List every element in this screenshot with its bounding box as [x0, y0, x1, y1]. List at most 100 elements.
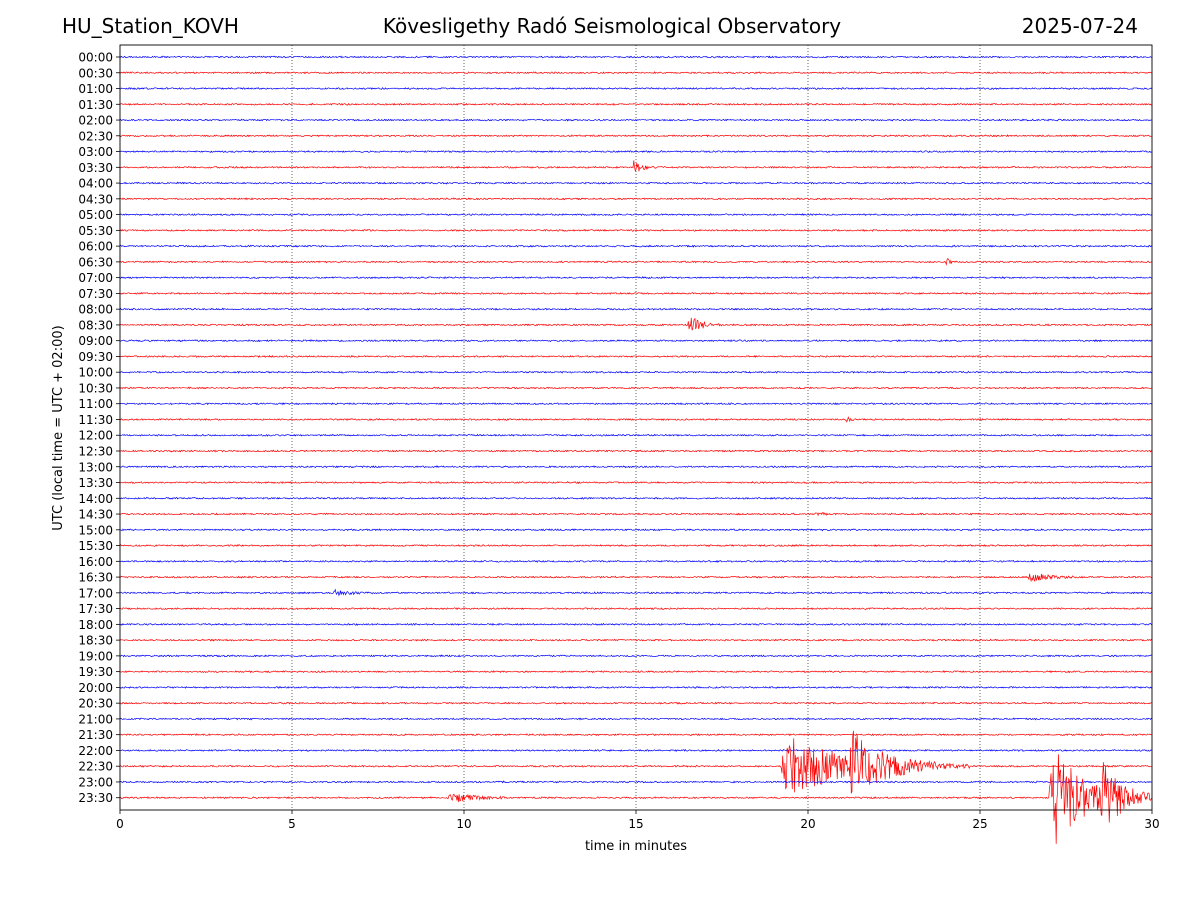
- y-tick-label: 21:30: [78, 728, 113, 742]
- y-tick-label: 01:30: [78, 98, 113, 112]
- trace-layer: [119, 55, 1153, 844]
- trace-0130: [119, 102, 1153, 106]
- y-tick-label: 23:30: [78, 791, 113, 805]
- y-tick-label: 19:30: [78, 665, 113, 679]
- y-tick-label: 09:00: [78, 334, 113, 348]
- y-tick-label: 15:00: [78, 523, 113, 537]
- y-tick-label: 03:00: [78, 145, 113, 159]
- y-tick-label: 01:00: [78, 82, 113, 96]
- trace-1500: [119, 528, 1153, 532]
- trace-2200: [119, 748, 1153, 752]
- x-tick-label: 5: [288, 817, 296, 831]
- y-tick-label: 14:30: [78, 508, 113, 522]
- trace-1600: [120, 559, 1153, 563]
- trace-1300: [119, 465, 1153, 469]
- y-tick-label: 17:00: [78, 586, 113, 600]
- x-tick-label: 10: [456, 817, 471, 831]
- y-tick-label: 18:30: [78, 634, 113, 648]
- trace-0900: [119, 339, 1153, 343]
- trace-1830: [119, 638, 1153, 642]
- x-tick-label: 15: [628, 817, 643, 831]
- trace-0330: [119, 160, 1153, 172]
- trace-1200: [119, 433, 1153, 437]
- y-tick-label: 19:00: [78, 649, 113, 663]
- y-tick-label: 18:00: [78, 618, 113, 632]
- y-tick-label: 10:00: [78, 366, 113, 380]
- y-tick-label: 20:00: [78, 681, 113, 695]
- trace-0700: [119, 276, 1153, 280]
- trace-2100: [119, 717, 1153, 721]
- trace-0100: [119, 87, 1153, 91]
- station-title: HU_Station_KOVH: [62, 14, 239, 38]
- y-tick-label: 23:00: [78, 775, 113, 789]
- y-tick-label: 22:00: [78, 744, 113, 758]
- x-tick-label: 25: [972, 817, 987, 831]
- y-tick-label: 05:30: [78, 224, 113, 238]
- y-tick-label: 14:00: [78, 492, 113, 506]
- y-tick-label: 21:00: [78, 712, 113, 726]
- trace-0500: [119, 213, 1153, 217]
- trace-1530: [119, 543, 1153, 548]
- trace-1230: [119, 449, 1153, 453]
- y-tick-label: 17:30: [78, 602, 113, 616]
- y-tick-label: 09:30: [78, 350, 113, 364]
- trace-0200: [119, 118, 1153, 122]
- y-tick-label: 03:30: [78, 161, 113, 175]
- y-tick-label: 04:00: [78, 177, 113, 191]
- y-tick-label: 10:30: [78, 381, 113, 395]
- trace-0430: [119, 197, 1153, 201]
- trace-1030: [119, 386, 1153, 390]
- y-tick-label: 05:00: [78, 208, 113, 222]
- trace-1130: [119, 416, 1153, 423]
- y-tick-label: 00:30: [78, 66, 113, 80]
- trace-1100: [119, 402, 1153, 406]
- trace-0530: [119, 228, 1153, 232]
- y-tick-label: 02:30: [78, 129, 113, 143]
- trace-1800: [119, 622, 1153, 626]
- y-tick-label: 22:30: [78, 760, 113, 774]
- trace-0830: [119, 317, 1153, 331]
- y-tick-label: 16:00: [78, 555, 113, 569]
- y-tick-label: 16:30: [78, 571, 113, 585]
- trace-0000: [119, 55, 1153, 59]
- trace-1400: [119, 496, 1153, 500]
- y-tick-label: 13:00: [78, 460, 113, 474]
- trace-2030: [119, 701, 1153, 705]
- y-tick-label: 15:30: [78, 539, 113, 553]
- trace-0630: [119, 257, 1153, 266]
- y-tick-label: 06:30: [78, 255, 113, 269]
- x-tick-label: 20: [800, 817, 815, 831]
- trace-0300: [119, 150, 1153, 154]
- grid-layer: [291, 45, 981, 810]
- trace-1000: [119, 370, 1153, 374]
- trace-0600: [119, 244, 1153, 248]
- trace-0800: [119, 307, 1153, 311]
- y-tick-label: 12:00: [78, 429, 113, 443]
- trace-0730: [119, 291, 1153, 295]
- y-tick-label: 02:00: [78, 114, 113, 128]
- trace-2300: [119, 780, 1153, 784]
- y-tick-label: 07:30: [78, 287, 113, 301]
- y-tick-label: 08:00: [78, 303, 113, 317]
- y-tick-label: 07:00: [78, 271, 113, 285]
- trace-2330: [119, 754, 1153, 844]
- trace-2130: [120, 733, 1153, 737]
- trace-0030: [119, 71, 1153, 75]
- x-tick-label: 30: [1144, 817, 1159, 831]
- trace-1330: [119, 480, 1153, 485]
- trace-1930: [119, 670, 1153, 674]
- y-tick-label: 11:00: [78, 397, 113, 411]
- x-axis-label: time in minutes: [585, 839, 687, 854]
- trace-0930: [119, 354, 1153, 359]
- trace-1630: [119, 573, 1153, 583]
- trace-2000: [119, 685, 1153, 689]
- y-axis-label: UTC (local time = UTC + 02:00): [51, 325, 66, 530]
- x-tick-label: 0: [116, 817, 124, 831]
- trace-1730: [119, 607, 1153, 611]
- date-title: 2025-07-24: [1021, 14, 1138, 38]
- y-tick-label: 12:30: [78, 445, 113, 459]
- trace-0230: [119, 134, 1153, 138]
- trace-1700: [119, 588, 1153, 597]
